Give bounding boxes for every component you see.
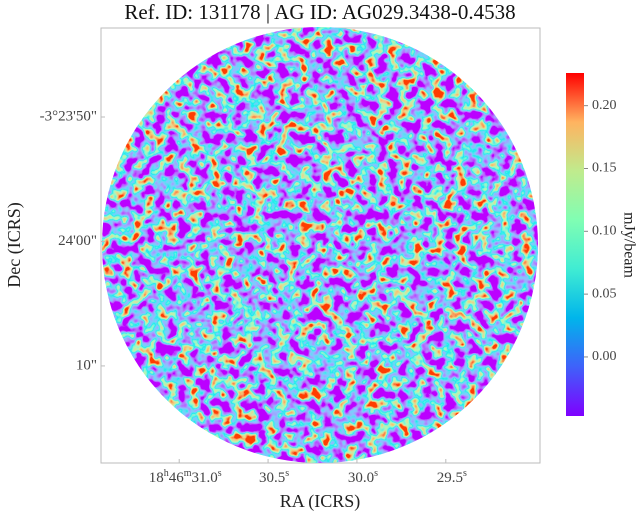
colorbar-tick-label: 0.05 — [592, 286, 617, 301]
x-tick-label: 30.5s — [259, 468, 289, 487]
image — [102, 27, 538, 463]
y-tick-label: 10" — [76, 357, 97, 373]
x-tick-label: 29.5s — [437, 468, 467, 487]
colorbar-tick-label: 0.20 — [592, 98, 617, 113]
y-tick-label: -3°23'50" — [40, 108, 97, 124]
colorbar — [566, 73, 584, 416]
x-tick-label: 18h46m31.0s — [149, 468, 222, 487]
chart-title: Ref. ID: 131178 | AG ID: AG029.3438-0.45… — [124, 0, 515, 24]
colorbar-label: mJy/beam — [620, 212, 637, 278]
x-tick-label: 30.0s — [348, 468, 378, 487]
colorbar-tick-label: 0.10 — [592, 224, 617, 239]
colorbar-tick-label: 0.15 — [592, 161, 617, 176]
colorbar-tick-label: 0.00 — [592, 349, 617, 364]
y-axis-label: Dec (ICRS) — [4, 202, 25, 287]
x-axis-label: RA (ICRS) — [280, 491, 361, 512]
image-disk — [102, 27, 538, 463]
y-tick-label: 24'00" — [58, 233, 97, 249]
